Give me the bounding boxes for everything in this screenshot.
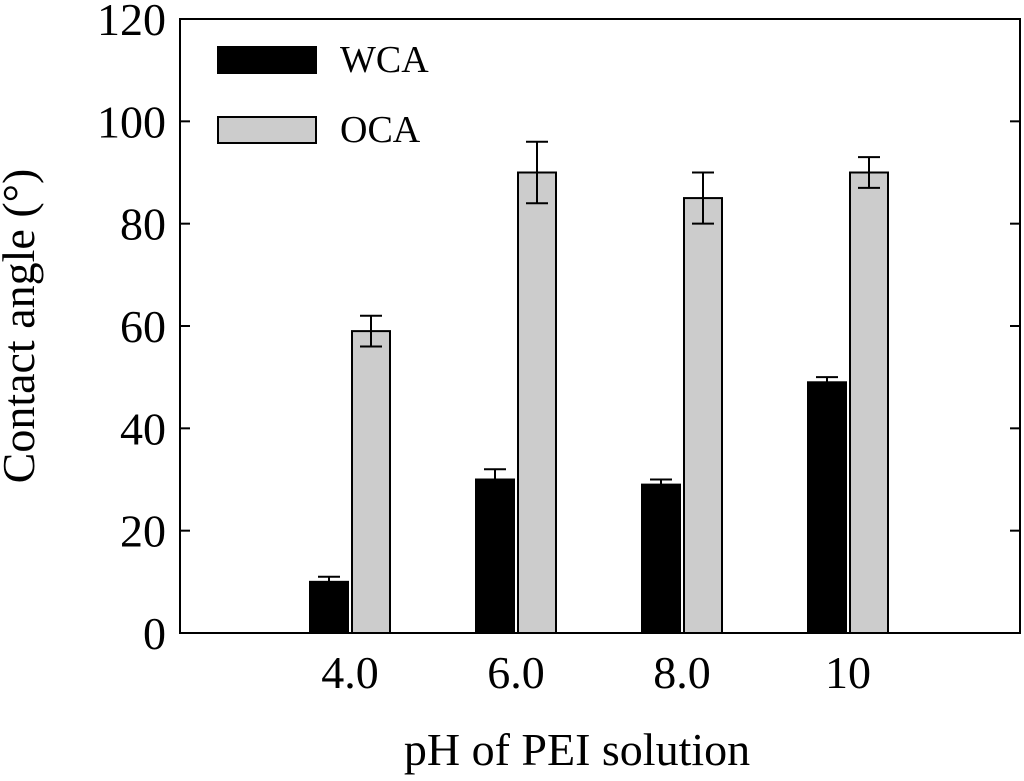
bar-wca [309,580,349,634]
bar-oca [351,330,391,634]
bar-wca [641,483,681,634]
plot-frame [179,18,1021,634]
tick-labels: 0 20 40 60 80 100 120 4.0 6.0 8.0 10 [97,0,871,698]
legend-swatch-wca [217,46,317,74]
y-tick-label: 20 [120,506,166,557]
bar-oca [683,197,723,634]
x-tick-label: 8.0 [653,647,711,698]
bar-oca [517,171,557,634]
y-tick-label: 100 [97,96,166,147]
y-tick-label: 0 [143,608,166,659]
y-tick-label: 120 [97,0,166,45]
legend-label-wca: WCA [340,39,429,81]
legend-swatch-oca [217,116,317,144]
y-tick-label: 40 [120,403,166,454]
bar-wca [807,381,847,634]
x-axis-title: pH of PEI solution [404,724,750,775]
x-tick-label: 6.0 [487,647,545,698]
legend: WCA OCA [217,39,429,151]
x-tick-label: 10 [825,647,871,698]
y-tick-label: 80 [120,199,166,250]
bars [309,171,889,634]
y-tick-label: 60 [120,301,166,352]
bar-oca [849,171,889,634]
legend-label-oca: OCA [340,109,421,151]
axes [179,18,1021,634]
bar-wca [475,478,515,634]
x-tick-label: 4.0 [321,647,379,698]
error-bars [318,140,880,588]
y-axis-title: Contact angle (°) [0,169,44,484]
